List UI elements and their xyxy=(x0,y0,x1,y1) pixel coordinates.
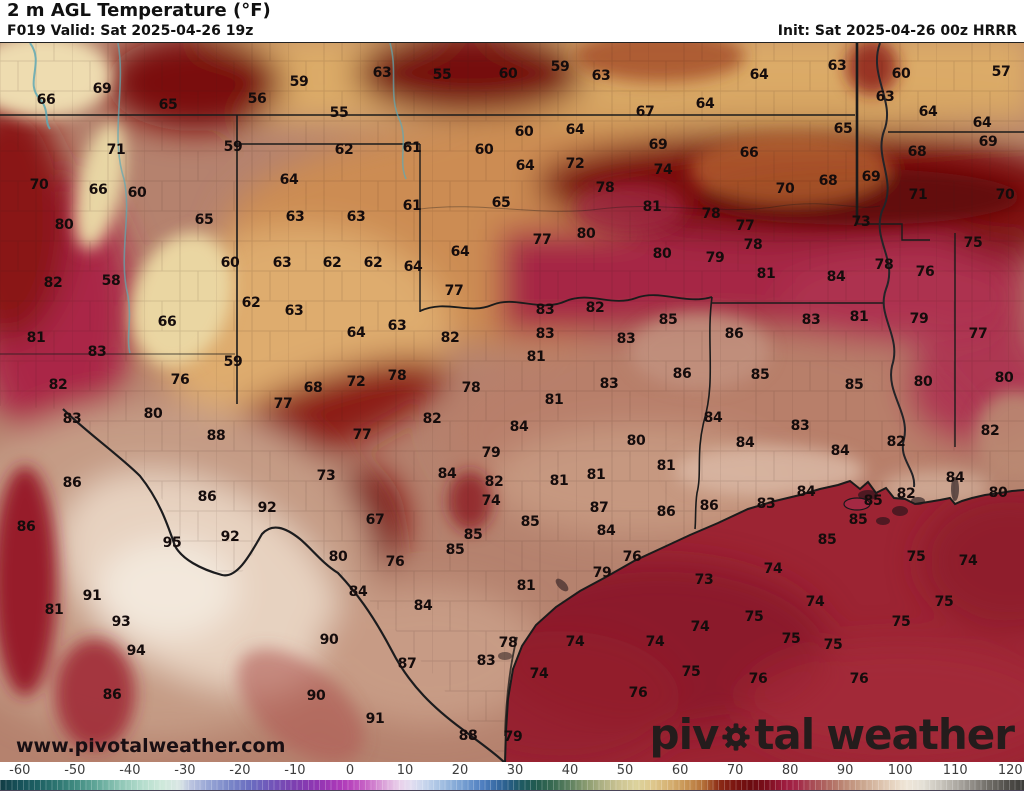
scale-tick: 80 xyxy=(781,763,799,778)
scale-tick: -40 xyxy=(119,763,141,778)
color-scale: -60 -50 -40 -30 -20 -10 0 10 20 30 40 50 60 70 80 90 100… xyxy=(0,762,1024,791)
page-title: 2 m AGL Temperature (°F) xyxy=(7,0,271,21)
scale-tick: -50 xyxy=(64,763,86,778)
scale-tick: 90 xyxy=(836,763,854,778)
scale-tick: -20 xyxy=(229,763,251,778)
scale-tick: 50 xyxy=(616,763,634,778)
logo-text-piv: piv xyxy=(649,710,720,759)
scale-tick: 40 xyxy=(561,763,579,778)
scale-tick: 120 xyxy=(997,763,1023,778)
scale-bar xyxy=(0,780,1024,791)
scale-tick: -60 xyxy=(9,763,31,778)
scale-tick: 30 xyxy=(506,763,524,778)
state-borders xyxy=(0,43,1024,762)
scale-ticks: -60 -50 -40 -30 -20 -10 0 10 20 30 40 50 60 70 80 90 100… xyxy=(0,763,1024,779)
scale-tick: 70 xyxy=(726,763,744,778)
scale-bar-gradient xyxy=(0,780,1024,790)
valid-time: F019 Valid: Sat 2025-04-26 19z xyxy=(7,23,254,39)
header: 2 m AGL Temperature (°F) F019 Valid: Sat… xyxy=(0,0,1024,42)
scale-tick: 60 xyxy=(671,763,689,778)
scale-tick: 20 xyxy=(451,763,469,778)
scale-tick: 100 xyxy=(887,763,913,778)
temperature-map xyxy=(0,43,1024,762)
scale-tick: -30 xyxy=(174,763,196,778)
river-icon xyxy=(29,43,407,354)
logo-text-weather: weather xyxy=(826,710,1015,759)
map-canvas: 66 69 65 56 59 63 55 60 55 59 63 64 63 60 57 64 63 64 67 59… xyxy=(0,42,1024,762)
scale-bar-stripes xyxy=(0,780,1024,790)
scale-tick: 110 xyxy=(942,763,968,778)
scale-tick: 0 xyxy=(345,763,355,778)
gear-icon xyxy=(722,723,750,751)
logo-text-tal: tal xyxy=(754,710,815,759)
scale-tick: -10 xyxy=(284,763,306,778)
pivotal-weather-logo: piv tal weather xyxy=(649,710,1015,759)
watermark: www.pivotalweather.com xyxy=(16,735,286,757)
scale-tick: 10 xyxy=(396,763,414,778)
init-time: Init: Sat 2025-04-26 00z HRRR xyxy=(777,23,1017,39)
